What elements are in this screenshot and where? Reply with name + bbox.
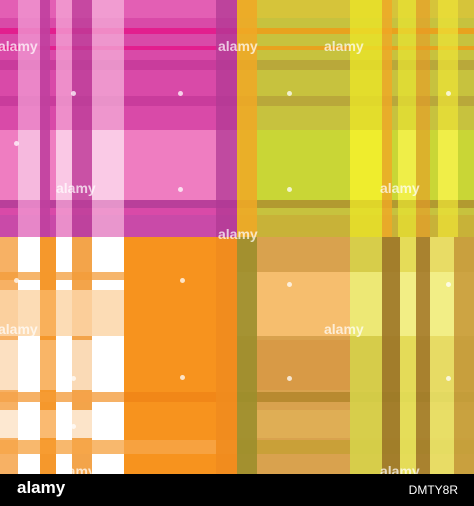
image-id-code: DMTY8R — [408, 483, 458, 497]
quadrant-top-right — [237, 0, 474, 237]
quadrant-top-left — [0, 0, 237, 237]
quadrant-bottom-left — [0, 237, 237, 474]
stock-footer-bar: alamy DMTY8R — [0, 474, 474, 506]
plaid-pattern — [0, 0, 474, 474]
alamy-logo: alamy — [17, 478, 66, 497]
quadrant-bottom-right — [237, 237, 474, 474]
